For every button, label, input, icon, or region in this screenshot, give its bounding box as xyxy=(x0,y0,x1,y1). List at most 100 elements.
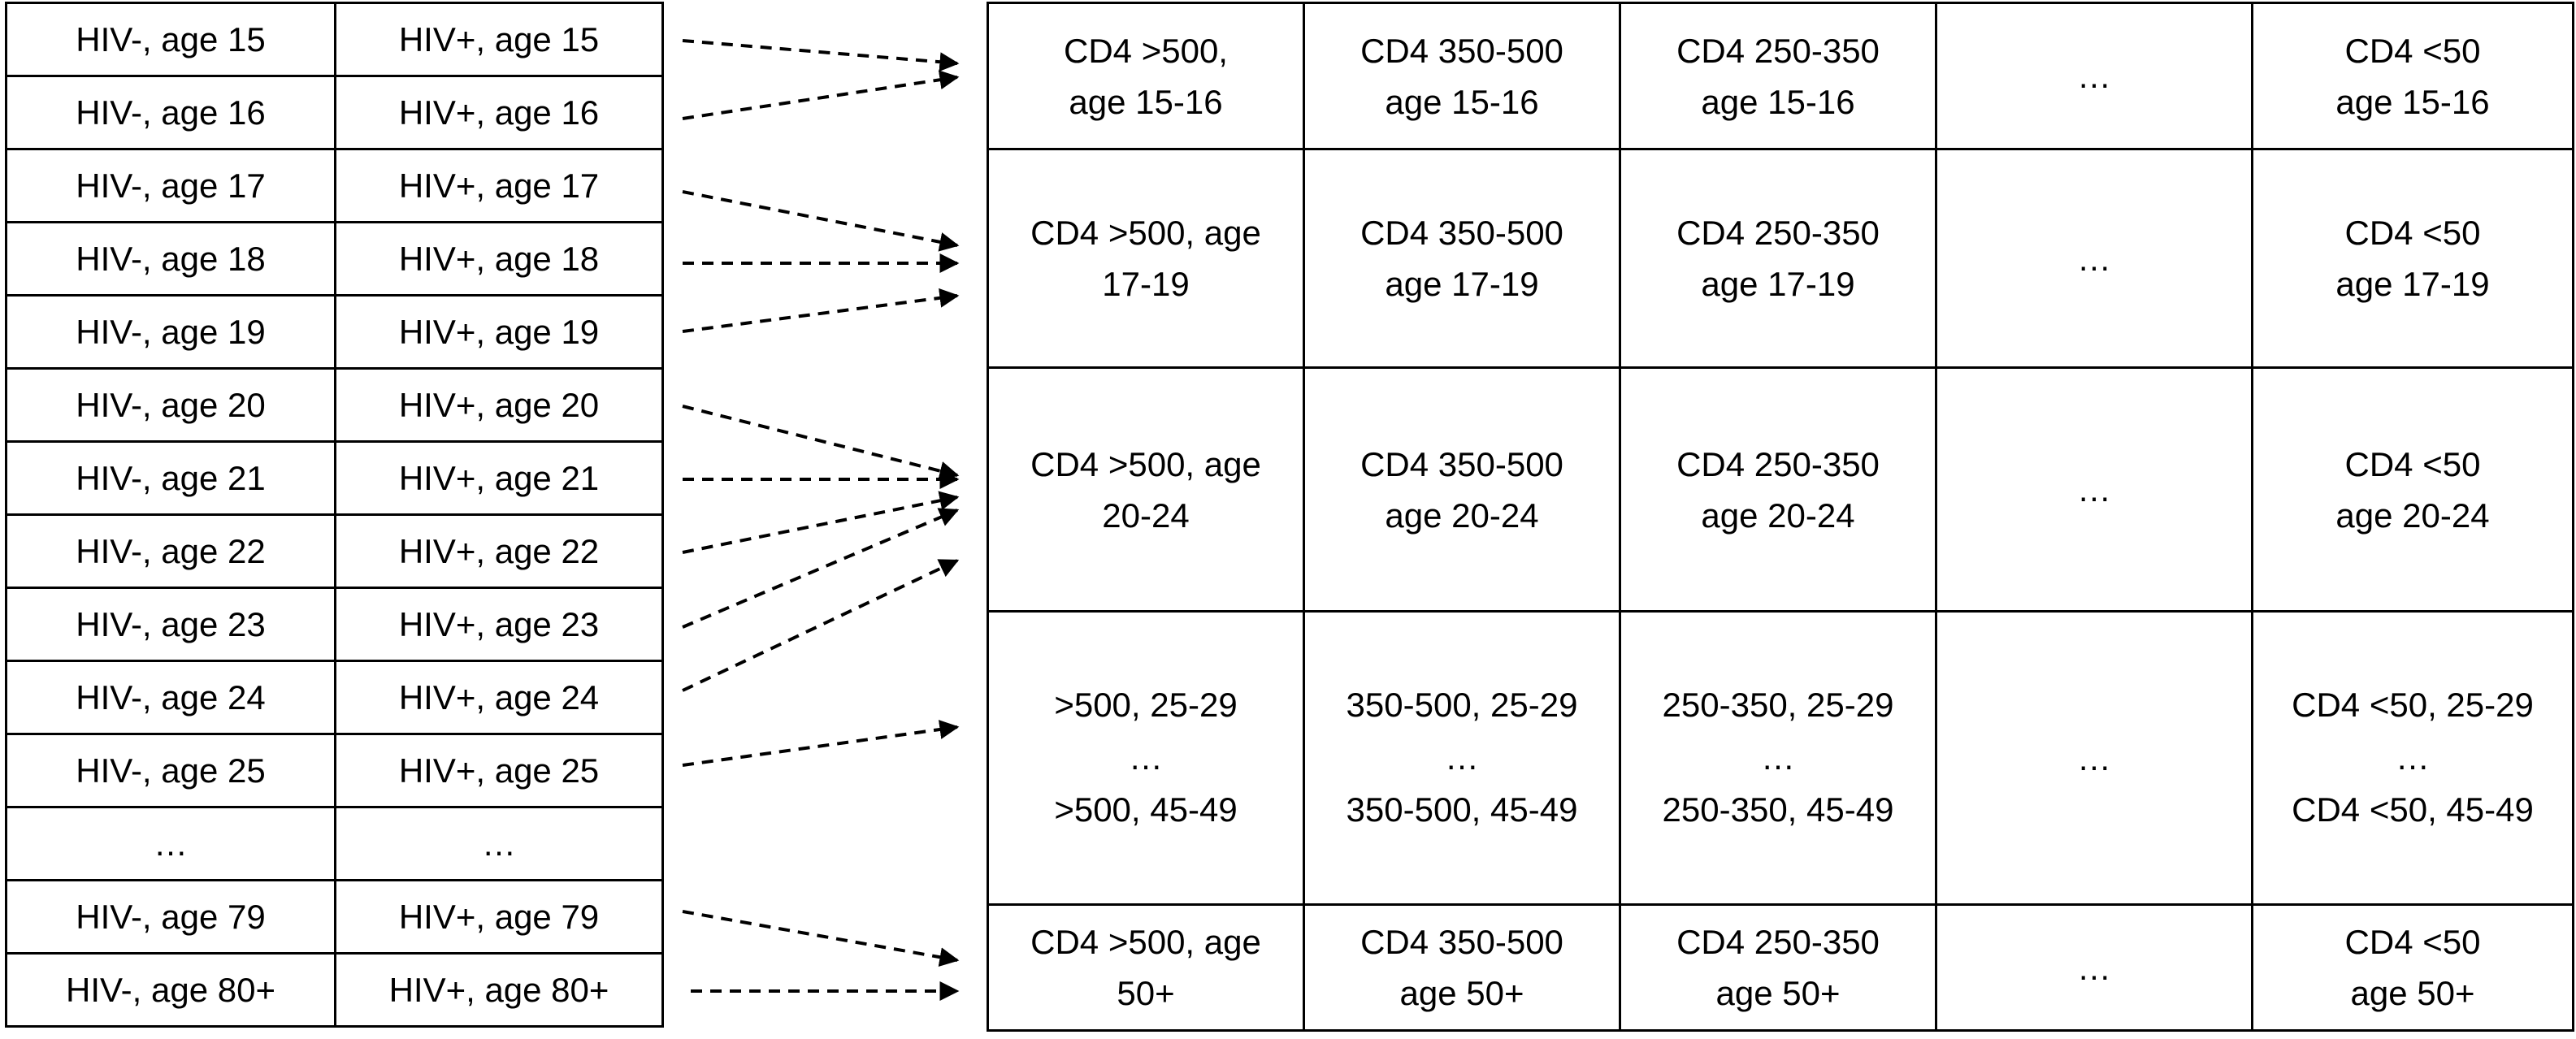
cell-line: CD4 250-350 xyxy=(1676,923,1880,961)
cell-line: CD4 350-500 xyxy=(1360,214,1563,252)
cell-line: age 20-24 xyxy=(1701,496,1855,535)
cell-line: 250-350, 45-49 xyxy=(1662,790,1894,829)
cell-label: HIV+, age 18 xyxy=(398,240,600,278)
cell-label: HIV+, age 15 xyxy=(398,20,600,58)
cell-text: … xyxy=(2077,942,2111,994)
cell-label: HIV+, age 79 xyxy=(398,898,600,936)
cell-line: CD4 250-350 xyxy=(1676,444,1880,483)
cell-text: … xyxy=(2077,233,2111,284)
cd4-age-cell: CD4 250-350 age 15-16 xyxy=(1619,2,1937,150)
cell-line: … xyxy=(2395,738,2430,777)
cell-text: CD4 >500, age 17-19 xyxy=(1030,207,1261,310)
cd4-age-cell: CD4 350-500 age 50+ xyxy=(1303,903,1621,1032)
cell-line: 20-24 xyxy=(1102,496,1190,535)
cell-label: HIV-, age 79 xyxy=(76,898,266,936)
dashed-arrow xyxy=(682,190,960,252)
cell-text: CD4 350-500 age 17-19 xyxy=(1360,207,1563,310)
cell-line: age 15-16 xyxy=(1069,82,1223,121)
dashed-arrow xyxy=(682,910,960,968)
cell-text: … xyxy=(2077,733,2111,784)
hiv-positive-cell: HIV+, age 80+ xyxy=(334,952,664,1028)
cell-text: CD4 <50 age 50+ xyxy=(2345,916,2481,1019)
cell-line: age 50+ xyxy=(1715,974,1841,1012)
cell-label: HIV+, age 21 xyxy=(398,459,600,497)
cell-label: HIV+, age 23 xyxy=(398,605,600,643)
cell-line: CD4 >500, age xyxy=(1030,214,1261,252)
cell-line: CD4 250-350 xyxy=(1676,214,1880,252)
cell-label: … xyxy=(154,825,188,863)
cell-text: CD4 >500, age 50+ xyxy=(1030,916,1261,1019)
cell-label: HIV+, age 24 xyxy=(398,678,600,716)
hiv-negative-cell: HIV-, age 80+ xyxy=(5,952,336,1028)
cell-line: 250-350, 25-29 xyxy=(1662,686,1894,725)
cell-text: 250-350, 25-29 … 250-350, 45-49 xyxy=(1663,673,1894,842)
cell-line: … xyxy=(2077,57,2111,95)
cell-line: … xyxy=(1445,738,1479,777)
cell-line: CD4 <50 xyxy=(2344,923,2481,961)
hiv-negative-cell: HIV-, age 20 xyxy=(5,367,336,443)
cell-line: 350-500, 25-29 xyxy=(1346,686,1578,725)
cell-line: … xyxy=(1129,738,1163,777)
cell-text: CD4 <50 age 15-16 xyxy=(2335,25,2489,128)
hiv-negative-cell: HIV-, age 16 xyxy=(5,75,336,150)
cell-label: HIV+, age 19 xyxy=(398,313,600,351)
cell-label: HIV+, age 80+ xyxy=(388,971,609,1009)
cell-text: … xyxy=(2077,464,2111,515)
cell-line: 350-500, 45-49 xyxy=(1346,790,1578,829)
cell-line: … xyxy=(2077,948,2111,987)
cell-text: CD4 350-500 age 15-16 xyxy=(1360,25,1563,128)
hiv-negative-cell: HIV-, age 19 xyxy=(5,294,336,370)
cell-line: CD4 >500, age xyxy=(1030,923,1261,961)
cell-label: HIV-, age 17 xyxy=(76,167,266,205)
cell-text: CD4 >500, age 15-16 xyxy=(1064,25,1228,128)
cell-label: HIV-, age 22 xyxy=(76,532,266,570)
cell-line: CD4 <50 xyxy=(2344,214,2481,252)
cell-label: HIV+, age 16 xyxy=(398,93,600,132)
cell-line: age 17-19 xyxy=(1701,265,1855,303)
cell-line: CD4 >500, xyxy=(1064,31,1228,70)
cell-text: CD4 350-500 age 20-24 xyxy=(1360,439,1563,541)
right-table-cd4-by-age-group: CD4 >500, age 15-16 CD4 350-500 age 15-16 CD… xyxy=(987,2,2574,1032)
cell-label: HIV+, age 17 xyxy=(398,167,600,205)
cd4-age-cell: CD4 >500, age 15-16 xyxy=(987,2,1305,150)
cell-line: CD4 350-500 xyxy=(1360,923,1563,961)
cell-label: HIV+, age 22 xyxy=(398,532,600,570)
cell-text: CD4 350-500 age 50+ xyxy=(1360,916,1563,1019)
cell-line: CD4 <50, 25-29 xyxy=(2292,686,2534,725)
cd4-age-cell: CD4 <50, 25-29 … CD4 <50, 45-49 xyxy=(2251,610,2574,906)
cell-label: HIV-, age 19 xyxy=(76,313,266,351)
cd4-age-cell: CD4 <50 age 50+ xyxy=(2251,903,2574,1032)
cell-text: CD4 250-350 age 50+ xyxy=(1676,916,1880,1019)
dashed-arrow xyxy=(682,720,960,767)
cell-label: … xyxy=(482,825,516,863)
cell-text: … xyxy=(2077,50,2111,102)
cell-text: CD4 >500, age 20-24 xyxy=(1030,439,1261,541)
cell-text: CD4 <50, 25-29 … CD4 <50, 45-49 xyxy=(2292,673,2534,842)
cell-text: 350-500, 25-29 … 350-500, 45-49 xyxy=(1347,673,1578,842)
dashed-arrow xyxy=(682,491,960,554)
cell-label: HIV-, age 24 xyxy=(76,678,266,716)
cell-line: age 50+ xyxy=(2350,974,2475,1012)
cell-text: CD4 250-350 age 15-16 xyxy=(1676,25,1880,128)
cell-line: 17-19 xyxy=(1102,265,1190,303)
cell-line: >500, 45-49 xyxy=(1054,790,1238,829)
cell-line: CD4 <50, 45-49 xyxy=(2292,790,2534,829)
cell-line: age 50+ xyxy=(1399,974,1524,1012)
dashed-arrow xyxy=(682,559,960,692)
cell-text: >500, 25-29 … >500, 45-49 xyxy=(1054,673,1237,842)
hiv-negative-cell: HIV-, age 24 xyxy=(5,660,336,735)
cell-label: HIV-, age 80+ xyxy=(65,971,275,1009)
dashed-arrow xyxy=(682,508,960,629)
cell-line: CD4 >500, age xyxy=(1030,444,1261,483)
cell-line: CD4 <50 xyxy=(2344,31,2481,70)
cell-line: … xyxy=(2077,738,2111,777)
cell-line: age 15-16 xyxy=(2335,82,2490,121)
cell-line: … xyxy=(2077,470,2111,509)
cell-line: CD4 350-500 xyxy=(1360,444,1563,483)
dashed-arrow xyxy=(682,288,960,333)
cell-label: HIV-, age 15 xyxy=(76,20,266,58)
cd4-age-cell: 350-500, 25-29 … 350-500, 45-49 xyxy=(1303,610,1621,906)
cell-text: CD4 250-350 age 17-19 xyxy=(1676,207,1880,310)
dashed-arrow xyxy=(682,405,960,481)
cd4-age-cell: CD4 >500, age 20-24 xyxy=(987,366,1305,613)
